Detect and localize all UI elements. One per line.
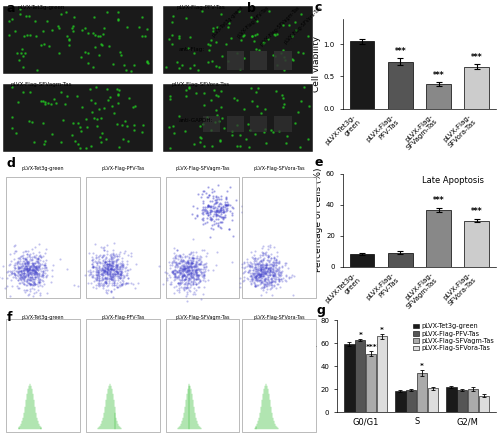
Point bbox=[222, 7, 230, 14]
Bar bbox=[396, 391, 406, 413]
Point bbox=[432, 0, 440, 3]
Text: c: c bbox=[315, 1, 322, 14]
Point bbox=[268, 7, 276, 14]
Bar bbox=[426, 210, 451, 267]
Text: pLVX-Flag-PFV-Tas: pLVX-Flag-PFV-Tas bbox=[101, 166, 144, 170]
Text: Late Apoptosis: Late Apoptosis bbox=[422, 177, 484, 185]
Bar bbox=[250, 51, 268, 70]
Bar bbox=[388, 253, 412, 267]
Bar bbox=[464, 67, 489, 109]
FancyBboxPatch shape bbox=[3, 6, 153, 74]
Bar bbox=[388, 62, 412, 109]
Bar bbox=[406, 390, 416, 413]
Point bbox=[460, 35, 468, 42]
Point bbox=[498, 7, 500, 14]
Text: *: * bbox=[380, 327, 384, 333]
Point bbox=[376, 50, 384, 57]
Point bbox=[465, 4, 473, 11]
Bar bbox=[202, 116, 220, 132]
Text: pLVX-Flag-SFVora-Tas: pLVX-Flag-SFVora-Tas bbox=[172, 82, 230, 87]
FancyBboxPatch shape bbox=[162, 6, 312, 74]
FancyBboxPatch shape bbox=[3, 84, 153, 152]
Bar bbox=[366, 354, 376, 413]
Point bbox=[425, 60, 433, 67]
Bar bbox=[446, 387, 456, 413]
Point bbox=[450, 4, 458, 11]
Text: pLVX-Tet3g-green: pLVX-Tet3g-green bbox=[212, 5, 245, 38]
Text: ***: *** bbox=[394, 47, 406, 56]
Point bbox=[325, 25, 333, 32]
Point bbox=[394, 4, 402, 11]
Bar bbox=[457, 390, 468, 413]
Point bbox=[458, 97, 466, 104]
Point bbox=[462, 69, 470, 76]
Bar bbox=[227, 51, 244, 70]
Bar bbox=[417, 373, 428, 413]
Point bbox=[403, 2, 411, 9]
Point bbox=[388, 49, 396, 56]
Text: pLVX-Tet3g-green: pLVX-Tet3g-green bbox=[18, 5, 65, 10]
Bar bbox=[468, 389, 478, 413]
Text: ***: *** bbox=[433, 71, 444, 80]
Text: ***: *** bbox=[471, 53, 482, 62]
Text: pLVX-Flag-SFVora-Tas: pLVX-Flag-SFVora-Tas bbox=[254, 315, 305, 320]
Text: *: * bbox=[358, 332, 362, 338]
Text: pLVX-Flag-PFV-Tas: pLVX-Flag-PFV-Tas bbox=[176, 5, 226, 10]
Bar bbox=[350, 41, 374, 109]
Bar bbox=[426, 84, 451, 109]
Point bbox=[246, 102, 254, 109]
Text: pLVX-Flag-SFVora-Tas: pLVX-Flag-SFVora-Tas bbox=[283, 5, 323, 45]
Bar bbox=[227, 116, 244, 132]
Bar bbox=[344, 344, 354, 413]
Text: pLVX-Tet3g-green: pLVX-Tet3g-green bbox=[22, 166, 64, 170]
Point bbox=[414, 88, 422, 95]
Text: *: * bbox=[420, 364, 424, 370]
Text: f: f bbox=[6, 311, 12, 325]
Text: b: b bbox=[247, 2, 256, 14]
Text: pLVX-Flag-PFV-Tas: pLVX-Flag-PFV-Tas bbox=[101, 315, 144, 320]
Text: a: a bbox=[6, 2, 15, 14]
Y-axis label: Percentage of cells (%): Percentage of cells (%) bbox=[314, 168, 323, 272]
Text: ***: *** bbox=[366, 345, 377, 350]
Text: anti-GAPDH:: anti-GAPDH: bbox=[178, 118, 212, 124]
Legend: pLVX-Tet3g-green, pLVX-Flag-PFV-Tas, pLVX-Flag-SFVagm-Tas, pLVX-Flag-SFVora-Tas: pLVX-Tet3g-green, pLVX-Flag-PFV-Tas, pLV… bbox=[412, 323, 494, 352]
Y-axis label: % cell in each phase: % cell in each phase bbox=[308, 320, 318, 413]
Point bbox=[432, 41, 440, 48]
Bar bbox=[464, 221, 489, 267]
FancyBboxPatch shape bbox=[162, 84, 312, 152]
Point bbox=[311, 9, 319, 16]
Bar bbox=[274, 51, 291, 70]
Text: pLVX-Flag-SFVagm-Tas: pLVX-Flag-SFVagm-Tas bbox=[176, 166, 230, 170]
Text: ***: *** bbox=[433, 197, 444, 205]
Bar bbox=[350, 254, 374, 267]
Text: pLVX-Flag-SFVagm-Tas: pLVX-Flag-SFVagm-Tas bbox=[10, 82, 72, 87]
Text: pLVX-Flag-SFVora-Tas: pLVX-Flag-SFVora-Tas bbox=[254, 166, 305, 170]
Point bbox=[482, 60, 490, 67]
Text: g: g bbox=[316, 304, 326, 317]
Point bbox=[380, 61, 388, 68]
Bar bbox=[428, 388, 438, 413]
Point bbox=[452, 0, 460, 4]
Point bbox=[434, 0, 442, 1]
Point bbox=[426, 2, 434, 9]
Text: ***: *** bbox=[471, 207, 482, 216]
Point bbox=[198, 26, 205, 33]
Text: pLVX-Tet3g-green: pLVX-Tet3g-green bbox=[22, 315, 64, 320]
Point bbox=[322, 28, 330, 35]
Point bbox=[447, 27, 455, 34]
Text: anti-Flag:: anti-Flag: bbox=[178, 47, 204, 52]
Text: e: e bbox=[315, 156, 324, 169]
Bar bbox=[377, 336, 387, 413]
Text: pLVX-Flag-SFVagm-Tas: pLVX-Flag-SFVagm-Tas bbox=[176, 315, 230, 320]
Point bbox=[422, 82, 430, 89]
Y-axis label: Cell viability: Cell viability bbox=[312, 35, 321, 92]
Point bbox=[400, 45, 408, 52]
Text: pLVX-Flag-PFV-Tas: pLVX-Flag-PFV-Tas bbox=[236, 5, 270, 39]
Bar bbox=[274, 116, 291, 132]
Text: d: d bbox=[6, 157, 16, 170]
Bar bbox=[355, 340, 366, 413]
Bar bbox=[479, 396, 489, 413]
Text: pLVX-Flag-SFVagm-Tas: pLVX-Flag-SFVagm-Tas bbox=[258, 5, 301, 47]
Bar bbox=[250, 116, 268, 132]
